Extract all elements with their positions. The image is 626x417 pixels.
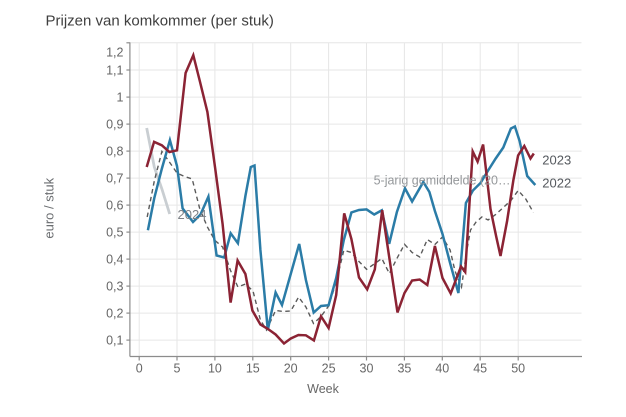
svg-text:5-jarig gemiddelde (20…: 5-jarig gemiddelde (20… — [374, 174, 511, 188]
svg-text:40: 40 — [435, 362, 449, 376]
svg-text:0,9: 0,9 — [106, 118, 123, 132]
svg-text:0,4: 0,4 — [106, 253, 123, 267]
svg-text:0,1: 0,1 — [106, 334, 123, 348]
svg-text:Prijzen van komkommer (per stu: Prijzen van komkommer (per stuk) — [46, 13, 274, 30]
svg-text:0: 0 — [136, 362, 143, 376]
svg-text:1,1: 1,1 — [106, 64, 123, 78]
svg-text:Week: Week — [307, 382, 339, 396]
svg-text:10: 10 — [208, 362, 222, 376]
svg-text:45: 45 — [473, 362, 487, 376]
svg-text:0,3: 0,3 — [106, 280, 123, 294]
svg-text:25: 25 — [322, 362, 336, 376]
svg-text:5: 5 — [174, 362, 181, 376]
svg-text:15: 15 — [246, 362, 260, 376]
svg-text:20: 20 — [284, 362, 298, 376]
svg-text:2022: 2022 — [542, 176, 571, 191]
svg-text:1: 1 — [117, 91, 124, 105]
svg-text:35: 35 — [397, 362, 411, 376]
svg-text:30: 30 — [360, 362, 374, 376]
svg-text:2023: 2023 — [542, 152, 571, 167]
svg-text:0,5: 0,5 — [106, 226, 123, 240]
svg-text:1,2: 1,2 — [106, 46, 123, 60]
svg-text:euro / stuk: euro / stuk — [41, 177, 56, 238]
svg-text:2024: 2024 — [178, 207, 207, 222]
svg-text:0,6: 0,6 — [106, 199, 123, 213]
svg-text:0,2: 0,2 — [106, 307, 123, 321]
svg-text:0,7: 0,7 — [106, 172, 123, 186]
svg-text:50: 50 — [511, 362, 525, 376]
svg-text:0,8: 0,8 — [106, 145, 123, 159]
